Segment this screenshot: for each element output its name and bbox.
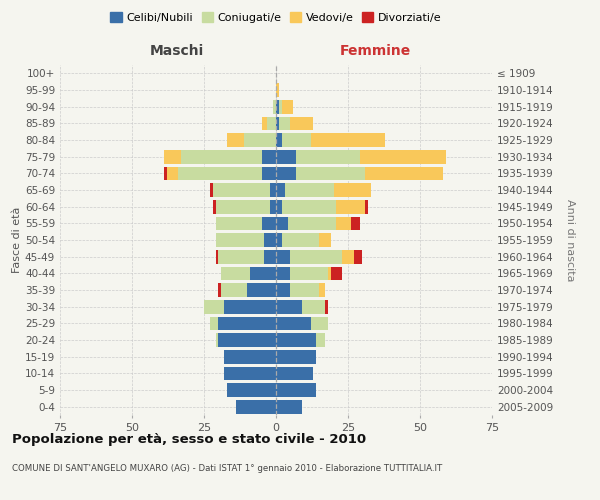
Bar <box>296 150 359 164</box>
Bar <box>215 250 218 264</box>
Bar <box>268 116 276 130</box>
Bar <box>276 316 311 330</box>
Bar <box>262 216 276 230</box>
Bar <box>337 216 351 230</box>
Bar <box>218 316 276 330</box>
Bar <box>276 183 284 197</box>
Bar <box>218 283 221 297</box>
Bar <box>276 216 287 230</box>
Bar <box>276 300 302 314</box>
Bar <box>276 383 316 397</box>
Bar <box>316 333 325 347</box>
Bar <box>164 166 167 180</box>
Bar <box>290 116 313 130</box>
Bar <box>250 266 276 280</box>
Bar <box>224 350 276 364</box>
Bar <box>212 183 270 197</box>
Bar <box>276 83 279 97</box>
Bar <box>244 133 276 147</box>
Bar <box>282 100 293 114</box>
Legend: Celibi/Nubili, Coniugati/e, Vedovi/e, Divorziati/e: Celibi/Nubili, Coniugati/e, Vedovi/e, Di… <box>106 8 446 28</box>
Bar <box>331 266 342 280</box>
Bar <box>276 166 296 180</box>
Bar <box>265 250 276 264</box>
Bar <box>311 316 328 330</box>
Y-axis label: Fasce di età: Fasce di età <box>12 207 22 273</box>
Bar <box>218 333 276 347</box>
Text: Femmine: Femmine <box>340 44 411 58</box>
Y-axis label: Anni di nascita: Anni di nascita <box>565 198 575 281</box>
Bar <box>282 233 319 247</box>
Bar <box>342 250 354 264</box>
Bar <box>262 116 268 130</box>
Bar <box>276 200 282 213</box>
Bar <box>319 283 325 297</box>
Bar <box>210 316 218 330</box>
Bar <box>270 183 276 197</box>
Bar <box>247 283 276 297</box>
Bar <box>276 150 296 164</box>
Bar <box>276 283 290 297</box>
Bar <box>276 116 279 130</box>
Bar <box>328 266 331 280</box>
Bar <box>164 150 181 164</box>
Bar <box>221 266 250 280</box>
Bar <box>354 250 362 264</box>
Bar <box>302 300 325 314</box>
Bar <box>215 216 262 230</box>
Bar <box>212 200 215 213</box>
Bar <box>276 333 316 347</box>
Bar <box>215 200 270 213</box>
Text: COMUNE DI SANT'ANGELO MUXARO (AG) - Dati ISTAT 1° gennaio 2010 - Elaborazione TU: COMUNE DI SANT'ANGELO MUXARO (AG) - Dati… <box>12 464 442 473</box>
Bar <box>284 183 334 197</box>
Bar <box>365 166 443 180</box>
Bar <box>290 266 328 280</box>
Bar <box>210 183 212 197</box>
Bar <box>311 133 385 147</box>
Bar <box>276 233 282 247</box>
Bar <box>365 200 368 213</box>
Bar <box>224 300 276 314</box>
Bar <box>276 266 290 280</box>
Bar <box>279 116 290 130</box>
Bar <box>265 233 276 247</box>
Bar <box>296 166 365 180</box>
Bar <box>167 166 178 180</box>
Bar <box>178 166 262 180</box>
Bar <box>287 216 337 230</box>
Bar <box>334 183 371 197</box>
Bar <box>319 233 331 247</box>
Bar <box>276 366 313 380</box>
Bar <box>204 300 224 314</box>
Bar <box>215 233 265 247</box>
Bar <box>227 383 276 397</box>
Bar <box>351 216 359 230</box>
Bar <box>279 100 282 114</box>
Bar <box>282 200 337 213</box>
Bar <box>262 150 276 164</box>
Bar <box>276 400 302 413</box>
Bar <box>337 200 365 213</box>
Bar <box>276 250 290 264</box>
Bar <box>273 100 276 114</box>
Bar <box>236 400 276 413</box>
Bar <box>262 166 276 180</box>
Text: Popolazione per età, sesso e stato civile - 2010: Popolazione per età, sesso e stato civil… <box>12 432 366 446</box>
Bar <box>276 350 316 364</box>
Bar <box>282 133 311 147</box>
Bar <box>290 283 319 297</box>
Bar <box>276 100 279 114</box>
Bar <box>270 200 276 213</box>
Text: Maschi: Maschi <box>149 44 204 58</box>
Bar <box>227 133 244 147</box>
Bar <box>290 250 342 264</box>
Bar <box>359 150 446 164</box>
Bar <box>276 133 282 147</box>
Bar <box>215 333 218 347</box>
Bar <box>218 250 265 264</box>
Bar <box>325 300 328 314</box>
Bar <box>224 366 276 380</box>
Bar <box>221 283 247 297</box>
Bar <box>181 150 262 164</box>
